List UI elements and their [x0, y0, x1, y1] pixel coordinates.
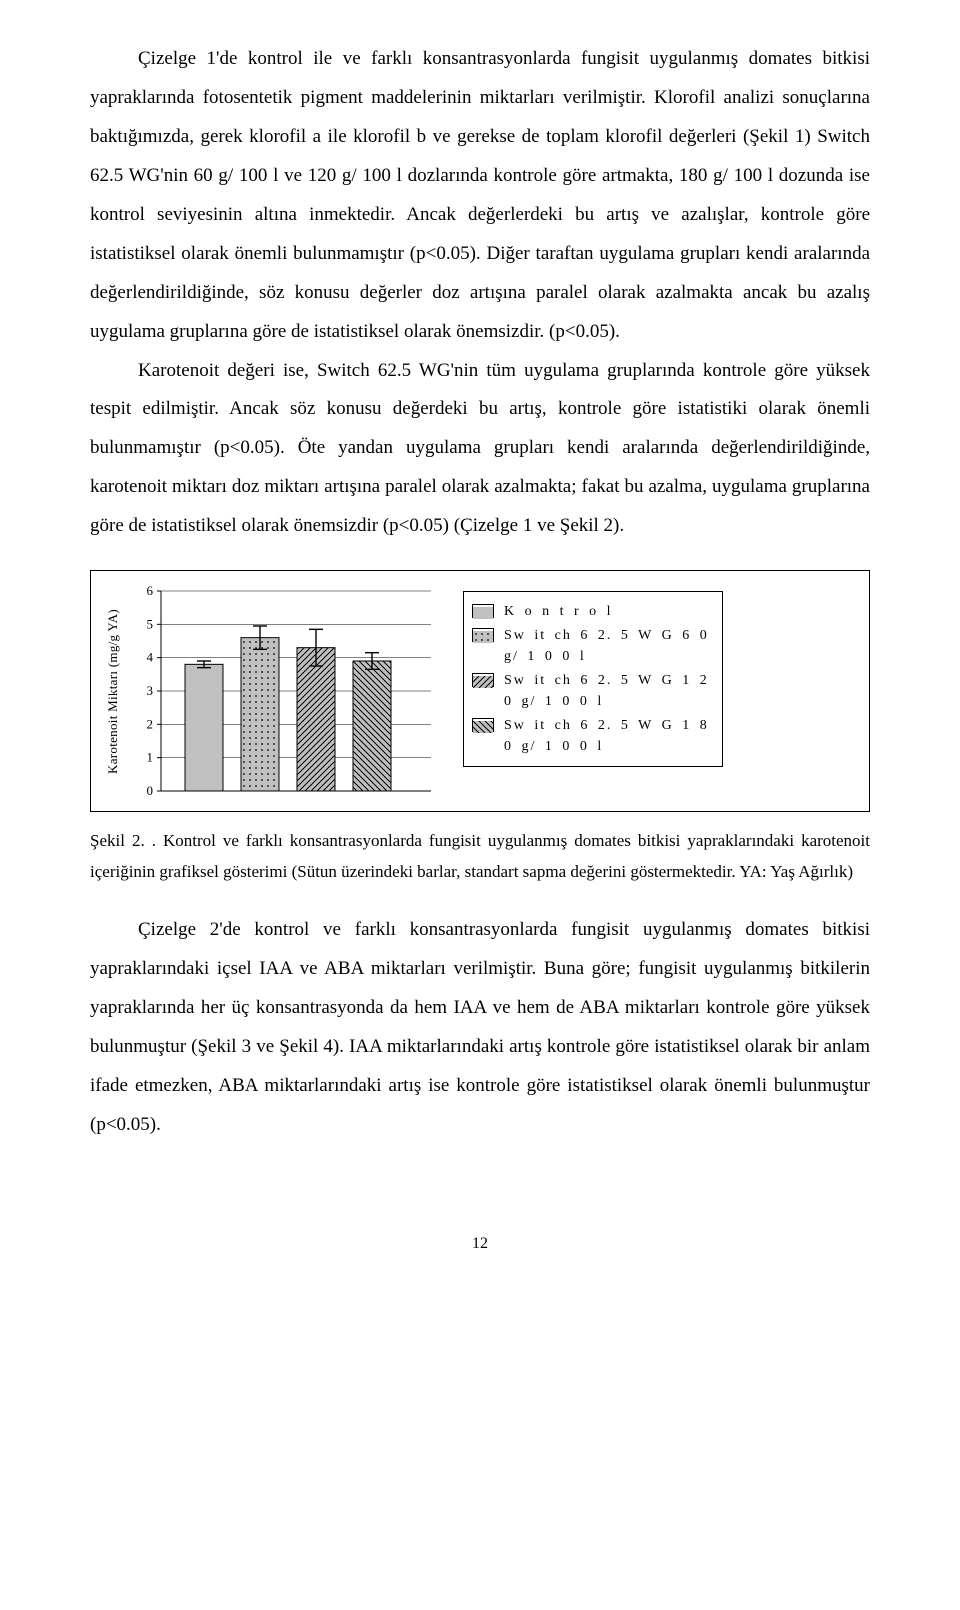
svg-text:3: 3	[147, 683, 154, 698]
legend-label: Sw it ch 6 2. 5 W G 6 0 g/ 1 0 0 l	[504, 625, 714, 667]
svg-text:0: 0	[147, 783, 154, 797]
legend-item-60g: Sw it ch 6 2. 5 W G 6 0 g/ 1 0 0 l	[472, 625, 714, 667]
legend-item-kontrol: K o n t r o l	[472, 601, 714, 622]
paragraph-2: Karotenoit değeri ise, Switch 62.5 WG'ni…	[90, 352, 870, 547]
legend-swatch-solid-icon	[472, 604, 494, 618]
legend-label: Sw it ch 6 2. 5 W G 1 8 0 g/ 1 0 0 l	[504, 715, 714, 757]
legend-label: K o n t r o l	[504, 601, 613, 622]
page-container: Çizelge 1'de kontrol ile ve farklı konsa…	[0, 0, 960, 1313]
paragraph-1: Çizelge 1'de kontrol ile ve farklı konsa…	[90, 40, 870, 352]
chart-legend: K o n t r o l Sw it ch 6 2. 5 W G 6 0 g/…	[463, 591, 723, 767]
svg-text:5: 5	[147, 617, 154, 632]
paragraph-3: Çizelge 2'de kontrol ve farklı konsantra…	[90, 911, 870, 1145]
svg-text:1: 1	[147, 750, 154, 765]
legend-label: Sw it ch 6 2. 5 W G 1 2 0 g/ 1 0 0 l	[504, 670, 714, 712]
legend-item-180g: Sw it ch 6 2. 5 W G 1 8 0 g/ 1 0 0 l	[472, 715, 714, 757]
legend-item-120g: Sw it ch 6 2. 5 W G 1 2 0 g/ 1 0 0 l	[472, 670, 714, 712]
page-number: 12	[90, 1235, 870, 1253]
chart-area: Karotenoit Miktarı (mg/g YA) 0 1 2 3 4 5 6	[105, 585, 437, 797]
figure-caption: Şekil 2. . Kontrol ve farklı konsantrasy…	[90, 826, 870, 887]
y-axis-label: Karotenoit Miktarı (mg/g YA)	[105, 609, 121, 774]
legend-swatch-diag-left-icon	[472, 718, 494, 732]
legend-swatch-dots-icon	[472, 628, 494, 642]
svg-text:2: 2	[147, 717, 154, 732]
chart-frame: Karotenoit Miktarı (mg/g YA) 0 1 2 3 4 5 6 K o…	[90, 570, 870, 812]
svg-text:4: 4	[147, 650, 154, 665]
svg-text:6: 6	[147, 585, 154, 598]
legend-swatch-diag-right-icon	[472, 673, 494, 687]
bar-chart: 0 1 2 3 4 5 6	[127, 585, 437, 797]
